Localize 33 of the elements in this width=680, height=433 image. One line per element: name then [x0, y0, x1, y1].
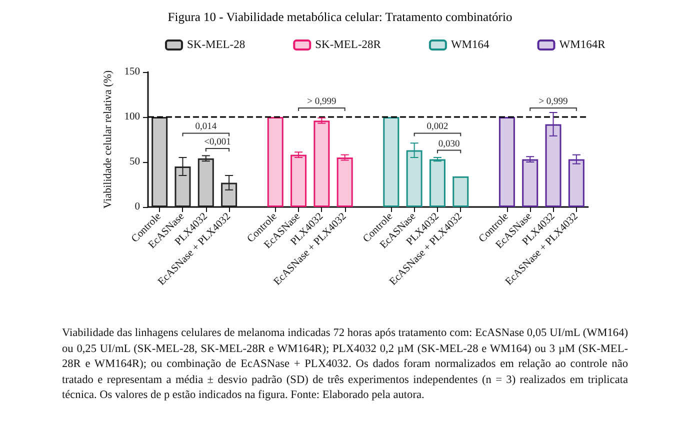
- y-axis-title: Viabilidade celular relativa (%): [102, 70, 114, 209]
- annotation: 0,002: [426, 122, 448, 132]
- bar: [314, 120, 330, 207]
- y-tick-label: 0: [134, 202, 140, 212]
- chart-title: Figura 10 - Viabilidade metabólica celular: Tratamento combinatório: [166, 10, 514, 25]
- y-tick-label: 50: [130, 156, 140, 168]
- bar: [568, 159, 584, 207]
- annotation: > 0,999: [307, 97, 336, 107]
- bar: [267, 117, 284, 207]
- bar: [522, 159, 538, 207]
- legend-label: SK-MEL-28: [187, 39, 246, 51]
- bar: [498, 117, 515, 207]
- bar: [152, 117, 168, 207]
- text: Viabilidade das linhagens celulares de melanoma indicadas 72 horas após tratamento com: EcASNase 0,05 UI/mL (WM164) ou 0,25 UI/mL (SK-MEL-28, SK-MEL-28R e WM164R); PLX4032 0,2 µM (SK-MEL-28 e WM164) ou 3 µM (SK-MEL-28R e WM164R); ou combinação de EcASNase + PLX4032. Os dados foram normalizados em relação ao controle não tratado e representam a média ± desvio padrão (SD) de três experimentos independentes (n = 3) realizados em triplicata técnica. Os valores de p estão indicados na figura. Fonte: Elaborado pela autora.: [62, 326, 628, 403]
- bar: [290, 154, 307, 207]
- bar: [198, 158, 214, 207]
- y-tick-label: 150: [124, 66, 140, 78]
- bar: [383, 117, 400, 207]
- bar: [336, 158, 353, 207]
- annotation: 0,014: [195, 122, 217, 132]
- legend-label: WM164R: [559, 39, 606, 51]
- annotation: > 0,999: [538, 97, 568, 107]
- bar: [406, 150, 422, 207]
- bar: [221, 182, 238, 207]
- y-tick-label: 100: [124, 112, 140, 122]
- annotation: 0,030: [438, 139, 460, 150]
- legend-label: WM164: [450, 39, 490, 51]
- bar: [174, 166, 191, 207]
- bar: [452, 176, 469, 207]
- legend-label: SK-MEL-28R: [315, 39, 382, 51]
- bar: [429, 159, 446, 207]
- bar: [545, 124, 562, 207]
- annotation: <0,001: [204, 138, 232, 148]
